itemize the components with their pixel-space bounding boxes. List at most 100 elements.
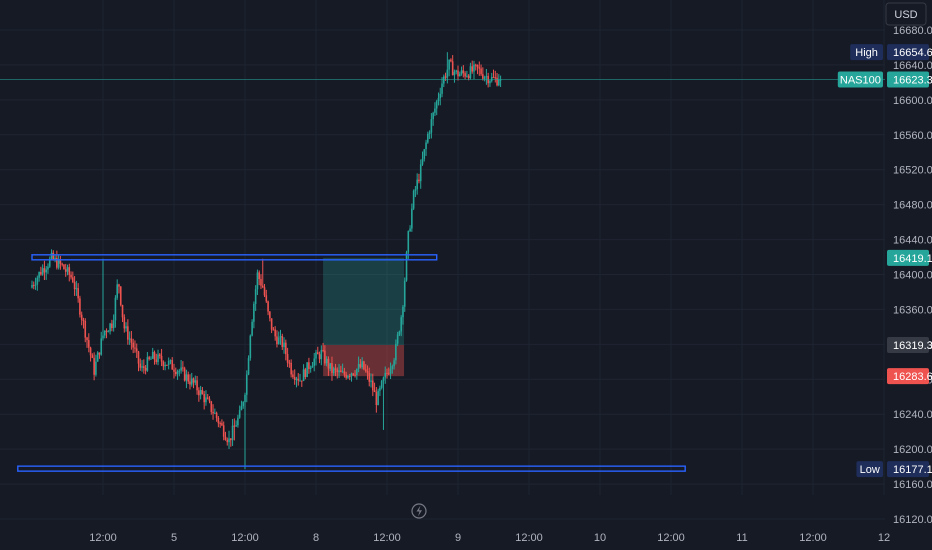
candle-body: [222, 425, 225, 437]
candle-body: [428, 132, 431, 134]
candle-body: [150, 358, 152, 360]
candle-body: [336, 369, 339, 373]
nas100-badge: NAS100 16623.3: [837, 71, 932, 88]
candle-body: [86, 337, 88, 341]
candle-body: [379, 387, 381, 391]
candle-body: [182, 367, 184, 369]
candle-body: [471, 66, 473, 72]
candle-body: [151, 351, 154, 359]
candle-body: [403, 280, 406, 307]
level-band-1: [31, 254, 438, 261]
candle-body: [295, 378, 298, 380]
candle-body: [194, 380, 197, 383]
candle-body: [421, 158, 424, 165]
candle-body: [178, 370, 181, 372]
candle-body: [473, 64, 475, 72]
candle-body: [391, 366, 394, 369]
candle-body: [489, 81, 491, 84]
x-tick-label: 12:00: [89, 532, 117, 544]
y-tick-label: 16680.0: [893, 25, 932, 37]
candle-body: [341, 371, 344, 373]
y-tick-label: 16600.0: [893, 95, 932, 107]
badge-value-text: 16654.6: [893, 47, 932, 59]
candle-body: [478, 67, 481, 69]
currency-label: USD: [894, 9, 917, 21]
candle-body: [352, 373, 355, 375]
badge-value-text: 16177.1: [893, 464, 932, 476]
candle-body: [366, 371, 369, 373]
candle-body: [89, 347, 92, 356]
candle-body: [196, 380, 198, 391]
badge-tag-bg: [850, 44, 883, 61]
candle-body: [299, 380, 301, 382]
candle-body: [226, 439, 229, 443]
candle-body: [315, 352, 317, 359]
candle-body: [160, 355, 163, 362]
badge-value-text: 16623.3: [893, 75, 932, 87]
candle-body: [187, 374, 189, 382]
candle-body: [450, 59, 452, 62]
candle-body: [274, 329, 276, 337]
candle-body: [414, 189, 417, 191]
candle-body: [494, 77, 497, 79]
candle-body: [354, 374, 356, 376]
candle-body: [409, 228, 411, 232]
candle-body: [393, 360, 395, 367]
candle-body: [448, 59, 450, 70]
candle-body: [258, 272, 260, 280]
x-tick-label: 12: [878, 532, 890, 544]
candle-body: [73, 282, 76, 290]
badge-tag-text: High: [855, 47, 878, 59]
candle-body: [176, 371, 179, 375]
x-tick-label: 10: [594, 532, 606, 544]
candle-body: [261, 285, 264, 288]
candle-body: [279, 336, 282, 338]
candle-body: [217, 417, 220, 424]
candle-body: [32, 284, 35, 286]
candle-body: [308, 362, 310, 369]
target-zone: [323, 257, 405, 345]
candle-body: [96, 352, 99, 362]
candle-body: [166, 364, 168, 366]
candle-body: [318, 354, 321, 360]
badge-value-bg: [887, 249, 929, 266]
candle-body: [143, 366, 145, 368]
candle-body: [331, 363, 333, 374]
candle-body: [288, 362, 291, 364]
candle-body: [66, 267, 69, 272]
candle-body: [485, 76, 488, 78]
candle-body: [411, 208, 413, 229]
badge-value-bg: [887, 368, 929, 385]
time-axis[interactable]: 12:00512:00812:00912:001012:001112:00121…: [89, 532, 932, 544]
price-axis[interactable]: 16680.0 16640.0 16600.0 16560.0 16520.0 16480…: [893, 25, 932, 526]
y-tick-label: 16400.0: [893, 270, 932, 282]
candle-body: [43, 268, 46, 273]
candle-body: [496, 77, 498, 86]
candle-body: [215, 412, 218, 418]
candle-body: [36, 277, 39, 285]
candle-body: [283, 342, 285, 347]
candle-body: [100, 338, 103, 355]
currency-button[interactable]: USD: [885, 2, 927, 26]
replay-bolt-icon[interactable]: [411, 503, 427, 519]
candle-body: [230, 438, 232, 441]
candle-body: [304, 369, 307, 377]
candle-body: [103, 330, 106, 336]
candle-body: [396, 334, 399, 344]
candle-body: [498, 79, 500, 86]
candle-body: [237, 417, 239, 426]
candle-body: [139, 363, 142, 368]
candle-body: [107, 331, 110, 333]
candle-body: [111, 323, 113, 329]
x-tick-label: 12:00: [799, 532, 827, 544]
candle-body: [98, 352, 101, 355]
candle-body: [144, 367, 147, 371]
candle-body: [269, 311, 271, 319]
candle-body: [199, 390, 202, 396]
horizontal-levels[interactable]: [17, 254, 686, 472]
candle-body: [116, 284, 118, 298]
badge-value-text: 16283.6: [893, 371, 932, 383]
candle-body: [407, 231, 410, 253]
price-badges: High 16654.6 NAS100 16623.3 16419.1 16319.3 16…: [837, 44, 932, 478]
